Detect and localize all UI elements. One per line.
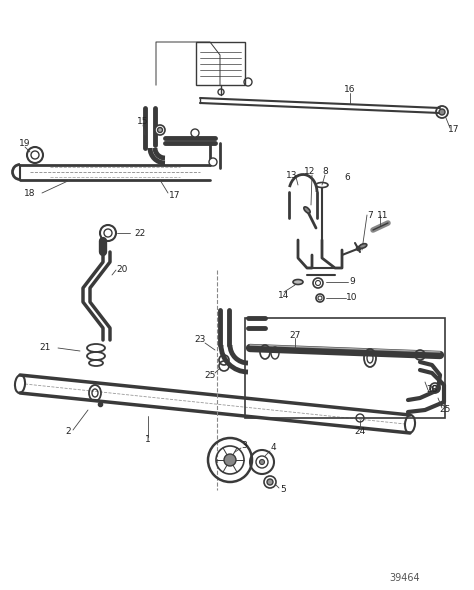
Text: 10: 10: [346, 293, 358, 303]
Text: 15: 15: [137, 117, 149, 126]
Text: 27: 27: [289, 330, 301, 339]
Text: 19: 19: [19, 139, 31, 148]
Text: 1: 1: [145, 435, 151, 444]
Text: 6: 6: [344, 173, 350, 182]
Text: 5: 5: [280, 486, 286, 494]
Circle shape: [439, 109, 445, 115]
Text: 23: 23: [194, 336, 206, 345]
Circle shape: [191, 129, 199, 137]
Ellipse shape: [359, 244, 367, 248]
Text: 4: 4: [270, 444, 276, 453]
Circle shape: [155, 125, 165, 135]
Ellipse shape: [304, 207, 310, 213]
Text: 22: 22: [134, 228, 146, 238]
Text: 8: 8: [322, 168, 328, 176]
Bar: [245, 318, 445, 418]
Circle shape: [259, 460, 264, 464]
Circle shape: [209, 158, 217, 166]
Text: 7: 7: [367, 211, 373, 219]
Text: 12: 12: [304, 168, 316, 176]
Circle shape: [267, 479, 273, 485]
Text: 13: 13: [286, 171, 298, 179]
Circle shape: [157, 127, 163, 133]
Text: 20: 20: [116, 266, 128, 274]
Text: 3: 3: [241, 441, 247, 450]
Text: 14: 14: [278, 290, 290, 300]
Text: 18: 18: [24, 188, 36, 198]
Text: 25: 25: [439, 405, 451, 415]
Text: 2: 2: [65, 428, 71, 437]
Text: 11: 11: [377, 211, 389, 219]
Circle shape: [224, 454, 236, 466]
Text: 21: 21: [39, 343, 51, 352]
Bar: [196, 42, 245, 85]
Ellipse shape: [293, 280, 303, 284]
Text: 39464: 39464: [389, 573, 420, 583]
Text: 17: 17: [448, 126, 460, 135]
Text: 16: 16: [344, 86, 356, 94]
Text: 9: 9: [349, 277, 355, 287]
Text: 17: 17: [169, 191, 181, 199]
Text: 24: 24: [355, 428, 365, 437]
Text: 28: 28: [426, 385, 438, 395]
Text: 25: 25: [204, 371, 216, 379]
